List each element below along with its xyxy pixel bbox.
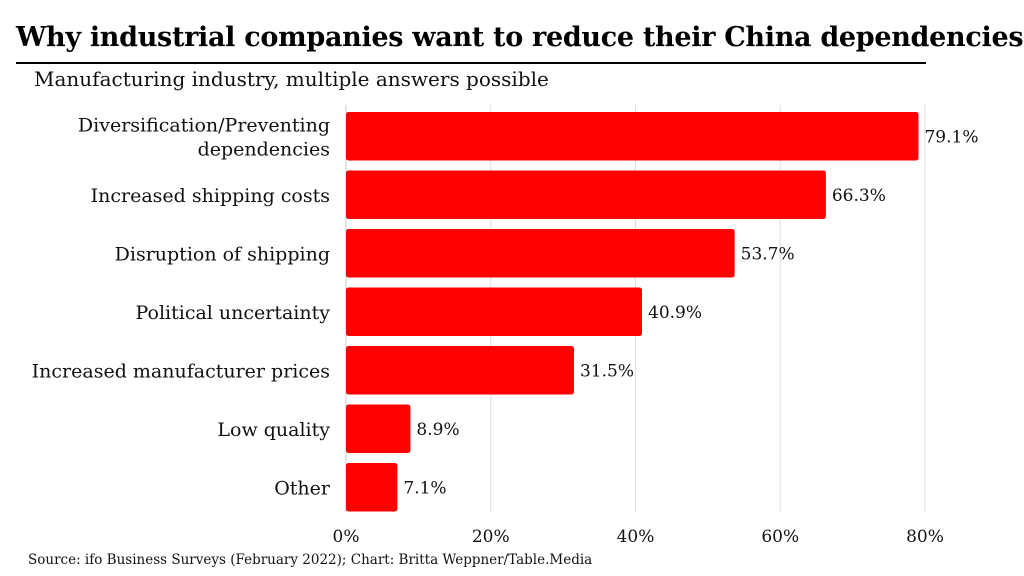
bar xyxy=(346,463,398,512)
value-label: 79.1% xyxy=(924,127,978,147)
x-axis-tick-labels: 0% 20% 40% 60% 80% xyxy=(333,527,944,547)
title-underline xyxy=(16,62,926,64)
value-label: 66.3% xyxy=(832,186,886,206)
x-tick-label: 0% xyxy=(333,527,360,547)
category-label: Increased shipping costs xyxy=(91,185,330,207)
category-label: Political uncertainty xyxy=(136,302,331,324)
category-label: Disruption of shipping xyxy=(115,243,330,265)
value-labels: 79.1% 66.3% 53.7% 40.9% 31.5% 8.9% 7.1% xyxy=(403,127,978,498)
category-label: Other xyxy=(274,477,331,499)
bars xyxy=(346,112,919,512)
category-label: dependencies xyxy=(198,138,330,160)
chart-subtitle: Manufacturing industry, multiple answers… xyxy=(34,67,549,91)
bar xyxy=(346,229,735,278)
bar xyxy=(346,170,826,219)
value-label: 53.7% xyxy=(741,244,795,264)
category-label: Increased manufacturer prices xyxy=(32,360,330,382)
source-note: Source: ifo Business Surveys (February 2… xyxy=(28,552,593,568)
x-tick-label: 60% xyxy=(761,527,799,547)
category-label: Diversification/Preventing xyxy=(78,114,330,136)
bar xyxy=(346,112,919,161)
category-label: Low quality xyxy=(217,419,330,441)
bar xyxy=(346,287,643,336)
x-tick-label: 40% xyxy=(617,527,655,547)
value-label: 31.5% xyxy=(580,361,634,381)
chart-title: Why industrial companies want to reduce … xyxy=(16,22,1024,53)
value-label: 8.9% xyxy=(416,420,459,440)
x-tick-label: 20% xyxy=(472,527,510,547)
bar xyxy=(346,404,411,453)
value-label: 7.1% xyxy=(403,478,446,498)
bar xyxy=(346,346,574,395)
value-label: 40.9% xyxy=(648,303,702,323)
x-tick-label: 80% xyxy=(906,527,944,547)
